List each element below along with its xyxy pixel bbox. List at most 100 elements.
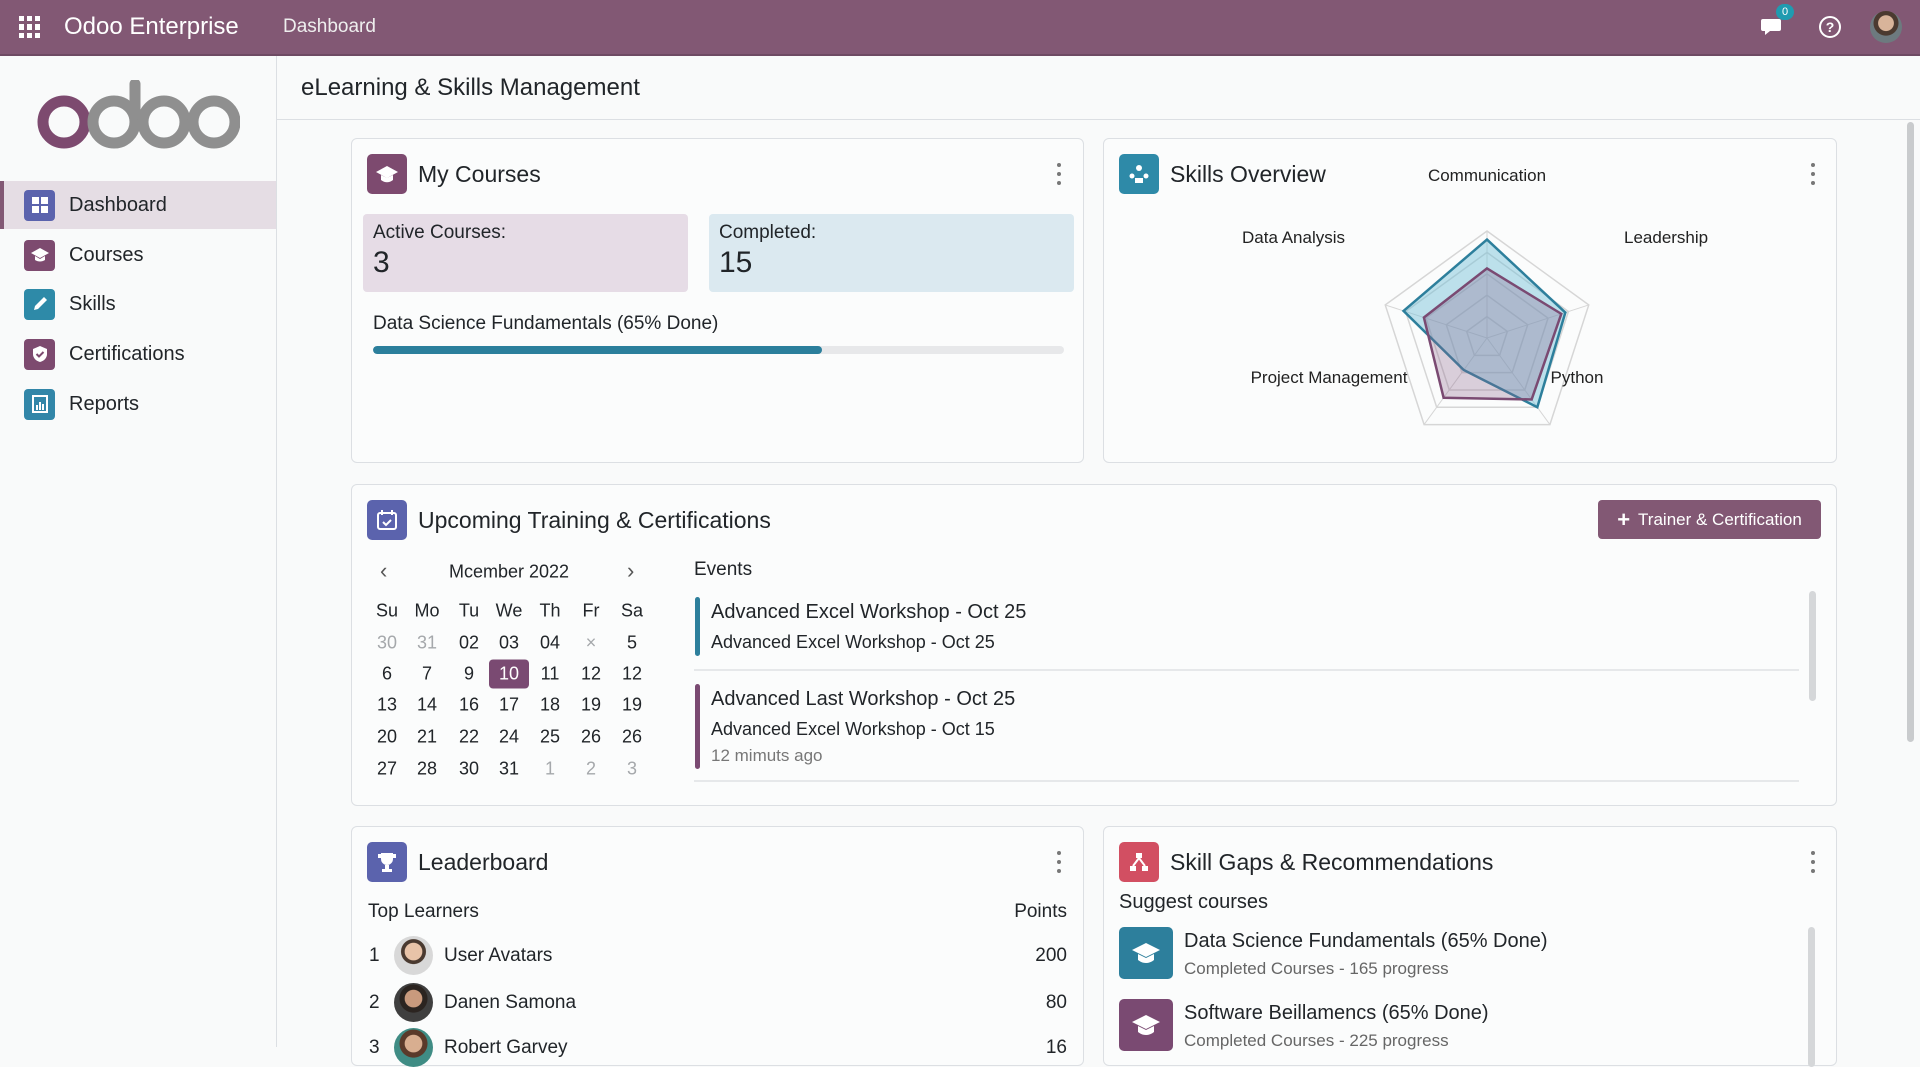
graduation-cap-icon [24, 239, 55, 271]
calendar-day[interactable]: 3 [626, 758, 637, 779]
radar-grid-ring [1465, 315, 1509, 357]
calendar-day[interactable]: 02 [458, 632, 480, 653]
calendar-day[interactable]: 31 [498, 758, 520, 779]
rank: 2 [369, 992, 380, 1013]
calendar-day[interactable]: 31 [416, 632, 438, 653]
calendar-day[interactable]: 19 [621, 694, 643, 715]
report-icon [24, 388, 55, 420]
calendar-day[interactable]: 26 [580, 726, 602, 747]
apps-grid-icon[interactable] [19, 16, 41, 38]
page-scrollbar[interactable] [1907, 122, 1914, 742]
learner-points: 200 [1035, 945, 1067, 966]
sidebar-item-label: Skills [69, 292, 116, 315]
weekday-header: Sa [620, 600, 644, 621]
calendar-day[interactable]: 18 [539, 694, 561, 715]
stat-label: Active Courses: [373, 222, 507, 243]
calendar-day[interactable]: 22 [458, 726, 480, 747]
more-options-icon[interactable] [1810, 851, 1816, 873]
avatar [394, 936, 433, 975]
calendar-day[interactable]: 04 [539, 632, 561, 653]
calendar-day[interactable]: 28 [416, 758, 438, 779]
calendar-day[interactable]: 19 [580, 694, 602, 715]
weekday-header: Mo [414, 600, 440, 621]
add-trainer-certification-button[interactable]: + Trainer & Certification [1598, 500, 1821, 539]
rank: 3 [369, 1037, 380, 1058]
event-title[interactable]: Advanced Last Workshop - Oct 25 [711, 688, 1016, 710]
calendar-day-selected[interactable]: 10 [489, 659, 529, 689]
event-color-bar [695, 597, 700, 656]
sidebar: Dashboard Courses Skills Certifications … [0, 56, 277, 1047]
app-name[interactable]: Odoo Enterprise [64, 13, 239, 40]
stat-label: Completed: [719, 222, 817, 243]
calendar-day[interactable]: 2 [585, 758, 596, 779]
user-avatar[interactable] [1870, 11, 1902, 43]
calendar-day[interactable]: 14 [416, 694, 438, 715]
more-options-icon[interactable] [1810, 163, 1816, 185]
skill-gaps-card: Skill Gaps & Recommendations Suggest cou… [1103, 826, 1837, 1067]
events-scrollbar[interactable] [1809, 591, 1816, 701]
top-bar: Odoo Enterprise Dashboard 0 ? [0, 0, 1920, 56]
weekday-header: Su [375, 600, 399, 621]
suggestions-scrollbar[interactable] [1808, 927, 1815, 1067]
skills-radar-chart: Communication Leadership Python Project Man… [1242, 166, 1708, 426]
course-meta: Completed Courses - 165 progress [1184, 959, 1449, 978]
chat-icon[interactable]: 0 [1760, 4, 1795, 38]
learner-name: Danen Samona [444, 992, 577, 1013]
help-icon[interactable]: ? [1819, 16, 1841, 38]
sidebar-item-skills[interactable]: Skills [0, 280, 276, 328]
calendar-day[interactable]: 16 [458, 694, 480, 715]
calendar-day[interactable]: 25 [539, 726, 561, 747]
radar-axis-label: Project Management [1251, 368, 1408, 387]
radar-axis-line [1486, 304, 1589, 339]
more-options-icon[interactable] [1056, 851, 1062, 873]
calendar-day[interactable]: 24 [498, 726, 520, 747]
calendar-day[interactable]: 17 [498, 694, 520, 715]
radar-axis-line [1486, 337, 1551, 425]
course-meta: Completed Courses - 225 progress [1184, 1031, 1449, 1050]
card-title: My Courses [418, 161, 541, 187]
rank: 1 [369, 945, 380, 966]
calendar-day[interactable]: 30 [376, 632, 398, 653]
calendar-day[interactable]: × [585, 632, 597, 653]
calendar-day[interactable]: 12 [621, 663, 643, 684]
calendar-day[interactable]: 20 [376, 726, 398, 747]
calendar-day[interactable]: 5 [626, 632, 637, 653]
calendar-day[interactable]: 26 [621, 726, 643, 747]
calendar-next-button[interactable]: › [627, 558, 635, 583]
sidebar-item-certifications[interactable]: Certifications [0, 330, 276, 378]
calendar-day[interactable]: 03 [498, 632, 520, 653]
calendar-prev-button[interactable]: ‹ [380, 558, 388, 583]
graduation-cap-icon [367, 154, 407, 194]
sidebar-item-courses[interactable]: Courses [0, 231, 276, 279]
weekday-header: Fr [582, 600, 600, 621]
card-title: Leaderboard [418, 849, 549, 875]
skills-network-icon [1119, 154, 1159, 194]
calendar-day[interactable]: 12 [580, 663, 602, 684]
calendar-day[interactable]: 6 [381, 663, 392, 684]
calendar-day[interactable]: 21 [416, 726, 438, 747]
more-options-icon[interactable] [1056, 163, 1062, 185]
column-header-learners: Top Learners [368, 901, 479, 922]
calendar-day[interactable]: 27 [376, 758, 398, 779]
sidebar-item-label: Certifications [69, 342, 185, 365]
sidebar-item-reports[interactable]: Reports [0, 380, 276, 428]
calendar-day[interactable]: 9 [463, 663, 474, 684]
button-label: Trainer & Certification [1638, 509, 1802, 529]
breadcrumb-dashboard[interactable]: Dashboard [283, 16, 376, 37]
calendar-day[interactable]: 13 [376, 694, 398, 715]
event-title[interactable]: Advanced Excel Workshop - Oct 25 [711, 601, 1027, 623]
sidebar-item-dashboard[interactable]: Dashboard [0, 181, 276, 229]
calendar-day[interactable]: 1 [544, 758, 555, 779]
course-title: Software Beillamencs (65% Done) [1184, 1002, 1489, 1024]
sidebar-item-label: Courses [69, 243, 144, 266]
event-time: 12 mimuts ago [711, 746, 823, 765]
pencil-icon [24, 288, 55, 320]
calendar-day[interactable]: 7 [421, 663, 432, 684]
event-divider [694, 669, 1799, 671]
event-subtitle: Advanced Excel Workshop - Oct 15 [711, 719, 995, 739]
hierarchy-icon [1119, 842, 1159, 882]
radar-grid-ring [1425, 272, 1549, 391]
course-progress: 165 progress [1349, 959, 1449, 978]
calendar-day[interactable]: 11 [540, 663, 560, 684]
calendar-day[interactable]: 30 [458, 758, 480, 779]
